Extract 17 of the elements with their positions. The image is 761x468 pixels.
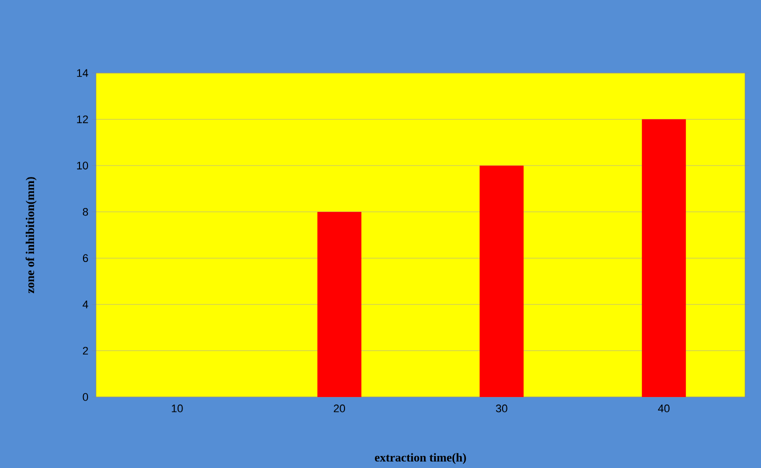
x-tick-label: 10	[172, 404, 183, 412]
bar	[642, 119, 686, 398]
y-tick-label: 12	[77, 115, 88, 124]
y-tick-label: 0	[82, 393, 88, 401]
y-tick-label: 14	[77, 69, 88, 77]
y-tick-label: 10	[77, 162, 88, 170]
y-tick-label: 6	[82, 254, 88, 262]
x-tick-label: 30	[496, 404, 508, 412]
y-axis-title: zone of inhibition(mm)	[26, 177, 37, 294]
x-axis-title: extraction time(h)	[374, 453, 466, 464]
y-tick-label: 8	[82, 208, 88, 216]
y-tick-label: 2	[82, 346, 88, 355]
x-tick-label: 40	[658, 404, 670, 412]
y-tick-label: 4	[82, 300, 88, 308]
x-tick-label: 20	[334, 404, 346, 412]
bar	[317, 212, 362, 398]
bar	[480, 166, 524, 398]
